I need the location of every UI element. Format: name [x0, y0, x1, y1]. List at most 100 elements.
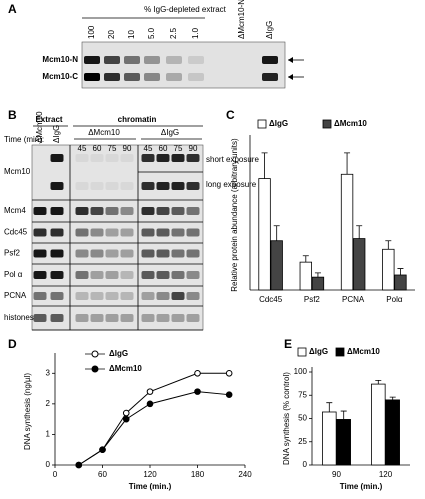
row-label: Mcm10-N	[42, 55, 78, 64]
band	[90, 271, 104, 279]
band	[84, 56, 100, 64]
series-line	[78, 391, 230, 466]
band	[166, 73, 182, 81]
lane-label: 75	[108, 144, 117, 153]
panel-letter: D	[8, 337, 17, 351]
extract-label: Extract	[35, 115, 62, 124]
band	[156, 271, 170, 279]
band	[141, 271, 155, 279]
bar	[382, 248, 395, 291]
legend-label: ΔIgG	[269, 119, 288, 128]
lane-label: 10	[127, 30, 136, 39]
band	[171, 271, 185, 279]
legend-swatch	[257, 119, 267, 129]
bar	[322, 411, 337, 466]
band	[90, 228, 104, 237]
point	[146, 400, 154, 408]
lane-label: 90	[123, 144, 132, 153]
band	[120, 249, 134, 258]
row-label: Mcm4	[4, 206, 26, 215]
band	[171, 207, 185, 215]
band	[105, 271, 119, 279]
y-tick-label: 25	[298, 437, 307, 446]
band	[90, 154, 104, 162]
x-tick-label: Cdc45	[259, 295, 283, 304]
error-bar	[302, 255, 309, 263]
band	[90, 292, 104, 300]
band	[120, 314, 134, 322]
band	[171, 292, 185, 300]
band	[186, 228, 200, 237]
band	[50, 314, 64, 322]
band	[105, 292, 119, 300]
band	[75, 314, 89, 322]
point	[146, 388, 154, 395]
band	[120, 228, 134, 237]
band	[104, 56, 120, 64]
lane-label: 1.0	[191, 27, 200, 39]
x-axis-label: Time (min.)	[129, 482, 172, 491]
bar	[258, 178, 271, 291]
band	[144, 73, 160, 81]
panel-letter: B	[8, 108, 17, 122]
band	[120, 271, 134, 279]
band	[120, 154, 134, 162]
error-bar	[261, 152, 268, 179]
band	[171, 228, 185, 237]
band	[33, 207, 47, 215]
band	[105, 314, 119, 322]
lane-label: 45	[144, 144, 153, 153]
band	[90, 314, 104, 322]
point	[75, 461, 83, 469]
band	[171, 249, 185, 258]
legend-swatch	[297, 347, 307, 357]
band	[120, 182, 134, 190]
band	[33, 292, 47, 300]
error-bar	[273, 225, 280, 241]
band	[120, 292, 134, 300]
y-tick-label: 50	[298, 414, 307, 423]
band	[90, 182, 104, 190]
row-label: Mcm10	[4, 167, 31, 176]
row-label: histones	[4, 313, 34, 322]
band	[156, 182, 170, 190]
band	[156, 228, 170, 237]
legend-label: ΔIgG	[309, 347, 328, 356]
band	[33, 314, 47, 322]
lane-label: ΔIgG	[265, 21, 274, 39]
band	[75, 182, 89, 190]
band	[141, 207, 155, 215]
y-tick-label: 3	[46, 368, 51, 377]
time-label: Time (min):	[4, 135, 44, 144]
band	[156, 314, 170, 322]
row-label: Mcm10-C	[42, 72, 78, 81]
band	[262, 73, 278, 81]
bar	[311, 276, 325, 291]
panel-letter: E	[284, 337, 292, 351]
x-tick-label: PCNA	[342, 295, 365, 304]
band	[141, 249, 155, 258]
error-bar	[389, 396, 396, 400]
band	[50, 154, 64, 162]
band	[90, 207, 104, 215]
band	[156, 154, 170, 162]
band	[75, 207, 89, 215]
group-label: ΔIgG	[161, 128, 179, 137]
band	[186, 182, 200, 190]
blot	[81, 41, 286, 89]
lane-label: 100	[87, 25, 96, 39]
row-label: Psf2	[4, 249, 21, 258]
y-tick-label: 2	[46, 399, 51, 408]
lane-label: 20	[107, 30, 116, 39]
error-bar	[326, 402, 333, 412]
band	[50, 207, 64, 215]
band	[33, 271, 47, 279]
band	[141, 182, 155, 190]
error-bar	[397, 268, 404, 275]
band	[141, 154, 155, 162]
x-tick-label: 0	[53, 470, 58, 479]
lane-label: ΔMcm10	[35, 111, 44, 143]
band	[120, 207, 134, 215]
exposure-label: long exposure	[206, 180, 257, 189]
